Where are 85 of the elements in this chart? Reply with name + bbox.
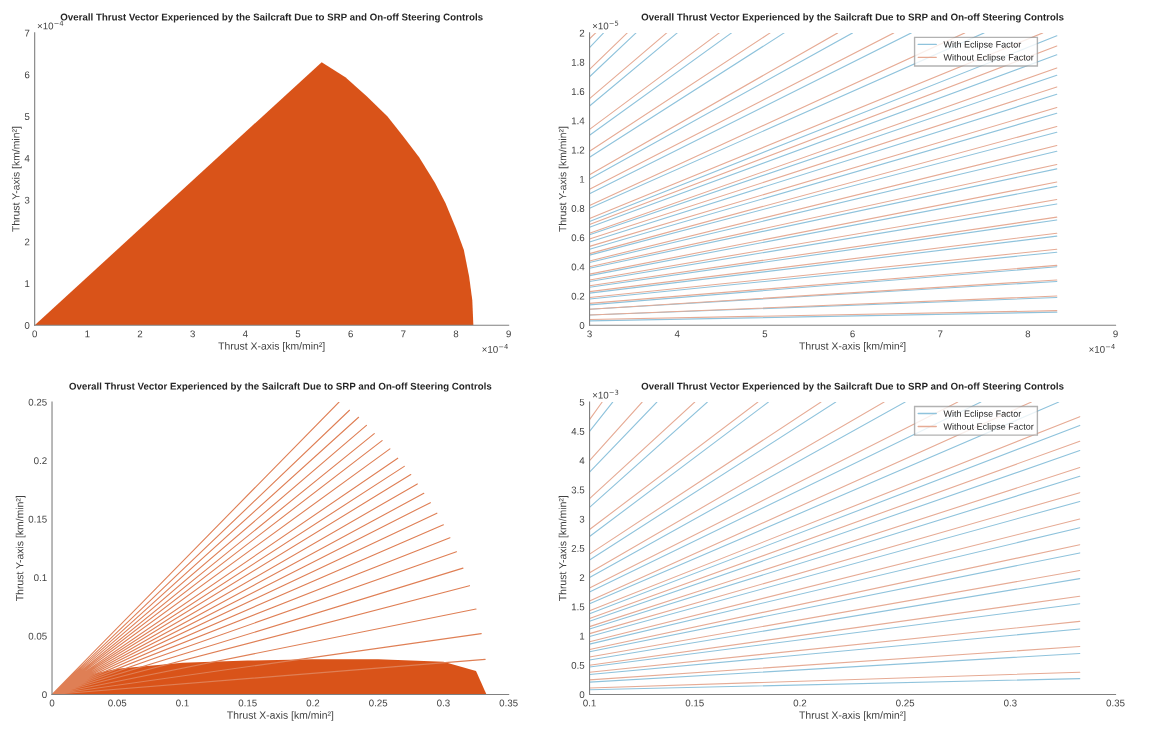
y-axis-title: Thrust Y-axis [km/min²] [15, 496, 26, 601]
x-tick-label: 5 [762, 330, 768, 338]
text: ×10$^{−4}$ [482, 344, 508, 353]
y-tick-label: 0.05 [28, 632, 47, 640]
y-tick-label: 0.25 [28, 398, 47, 406]
text: ×10$^{−5}$ [592, 20, 619, 30]
y-tick-label: 0.4 [571, 263, 585, 271]
x-tick-label: 0 [49, 699, 55, 707]
text: ×10$^{−3}$ [592, 389, 619, 399]
y-tick-label: 4.5 [571, 428, 585, 435]
y-tick-label: 3 [24, 196, 30, 204]
x-tick-label: 0.3 [1003, 699, 1017, 707]
x-tick-label: 0.35 [1106, 699, 1125, 707]
x-tick-label: 8 [1025, 330, 1031, 338]
y-tick-label: 5 [579, 398, 585, 406]
legend-label: Without Eclipse Factor [943, 423, 1034, 432]
x-tick-label: 0.2 [793, 699, 807, 707]
x-axis-title: Thrust X-axis [km/min²] [799, 711, 906, 721]
y-axis-title: Thrust Y-axis [km/min²] [558, 496, 569, 601]
x-tick-label: 6 [850, 330, 855, 338]
y-tick-label: 1.6 [571, 88, 585, 95]
y-tick-label: 1.5 [571, 603, 585, 611]
x-tick-label: 0.15 [238, 699, 257, 707]
y-tick-label: 4 [24, 155, 30, 162]
y-tick-label: 0 [42, 691, 47, 699]
x-tick-label: 4 [242, 330, 248, 338]
x-tick-label: 5 [295, 330, 301, 338]
x-axis-title: Thrust X-axis [km/min²] [799, 342, 906, 352]
x-tick-label: 0.2 [306, 699, 320, 707]
y-tick-label: 0.8 [571, 205, 585, 212]
y-tick-label: 0 [579, 322, 585, 329]
x-tick-label: 3 [190, 330, 195, 338]
y-tick-label: 0.6 [571, 234, 585, 242]
y-tick-label: 0.2 [571, 292, 585, 300]
y-tick-label: 7 [24, 29, 30, 37]
y-tick-label: 2 [24, 238, 30, 246]
legend-label: With Eclipse Factor [943, 410, 1022, 419]
y-axis-title: Thrust Y-axis [km/min²] [558, 126, 569, 232]
y-tick-label: 3 [579, 515, 585, 523]
y-tick-label: 2 [579, 29, 585, 37]
y-tick-label: 0.5 [571, 661, 585, 669]
y-axis-title: Thrust Y-axis [km/min²] [11, 126, 22, 232]
x-axis-title: Thrust X-axis [km/min²] [227, 711, 334, 721]
x-tick-label: 9 [506, 330, 511, 338]
legend-label: With Eclipse Factor [943, 41, 1022, 50]
chart-title: Overall Thrust Vector Experienced by the Sailcraft Due to SRP and On-off Steering Controls [69, 382, 492, 392]
x-tick-label: 0.25 [896, 699, 915, 707]
y-tick-label: 0 [24, 322, 30, 329]
y-tick-label: 3.5 [571, 486, 585, 494]
y-tick-label: 1.4 [571, 117, 585, 125]
x-tick-label: 0.1 [176, 699, 189, 707]
x-tick-label: 0.35 [499, 699, 518, 707]
y-tick-label: 2 [579, 574, 585, 582]
y-tick-label: 1 [580, 175, 585, 183]
y-tick-label: 1.2 [571, 146, 585, 154]
y-tick-label: 0.2 [34, 457, 47, 465]
y-tick-label: 1 [25, 280, 30, 288]
y-tick-label: 5 [24, 113, 30, 121]
text: ×10$^{−4}$ [37, 20, 64, 30]
x-tick-label: 4 [674, 330, 680, 338]
chart-title: Overall Thrust Vector Experienced by the Sailcraft Due to SRP and On-off Steering Controls [641, 13, 1064, 23]
x-tick-label: 2 [137, 330, 143, 338]
legend-label: Without Eclipse Factor [943, 53, 1034, 63]
x-tick-label: 6 [348, 330, 353, 338]
x-tick-label: 8 [453, 330, 459, 338]
x-tick-label: 0.3 [437, 699, 450, 707]
y-tick-label: 1.8 [571, 58, 585, 66]
x-tick-label: 0.15 [685, 699, 704, 707]
y-tick-label: 1 [580, 632, 585, 640]
chart-title: Overall Thrust Vector Experienced by the Sailcraft Due to SRP and On-off Steering Controls [641, 382, 1064, 392]
x-tick-label: 9 [1113, 330, 1118, 338]
x-tick-label: 1 [85, 330, 90, 338]
x-tick-label: 7 [938, 330, 943, 338]
x-tick-label: 0.25 [369, 699, 388, 707]
x-tick-label: 0.05 [108, 699, 127, 707]
x-tick-label: 3 [587, 330, 592, 338]
y-tick-label: 0.15 [28, 515, 47, 523]
x-tick-label: 7 [401, 330, 406, 338]
text: ×10$^{−4}$ [1089, 344, 1115, 353]
x-axis-title: Thrust X-axis [km/min²] [218, 342, 325, 352]
y-tick-label: 4 [579, 457, 585, 465]
y-tick-label: 2.5 [571, 544, 585, 552]
y-tick-label: 0.1 [34, 574, 47, 582]
y-tick-label: 0 [579, 691, 585, 699]
y-tick-label: 6 [24, 71, 30, 79]
